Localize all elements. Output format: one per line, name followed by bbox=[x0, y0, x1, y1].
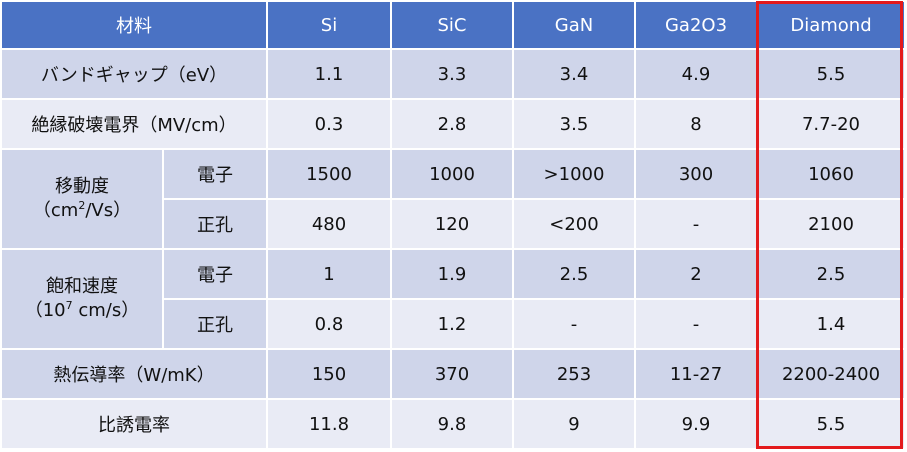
cell: 2200-2400 bbox=[756, 348, 906, 400]
row-saturation-electron: 飽和速度 （107 cm/s） 電子 1 1.9 2.5 2 2.5 bbox=[0, 248, 906, 350]
cell: - bbox=[634, 298, 758, 350]
row-permittivity: 比誘電率 11.8 9.8 9 9.9 5.5 bbox=[0, 398, 906, 450]
cell: 2.5 bbox=[512, 248, 636, 300]
label-bandgap: バンドギャップ（eV） bbox=[0, 48, 268, 100]
cell: 150 bbox=[266, 348, 392, 400]
label-saturation-line1: 飽和速度 bbox=[46, 275, 118, 297]
row-thermal: 熱伝導率（W/mK） 150 370 253 11-27 2200-2400 bbox=[0, 348, 906, 400]
label-saturation-unit-post: cm/s） bbox=[72, 300, 140, 321]
cell: 11-27 bbox=[634, 348, 758, 400]
cell: 7.7-20 bbox=[756, 98, 906, 150]
cell: 1.1 bbox=[266, 48, 392, 100]
cell: 2 bbox=[634, 248, 758, 300]
row-saturation-hole: 正孔 0.8 1.2 - - 1.4 bbox=[1, 298, 906, 350]
cell: 3.3 bbox=[390, 48, 514, 100]
cell: 1.2 bbox=[390, 298, 514, 350]
row-bandgap: バンドギャップ（eV） 1.1 3.3 3.4 4.9 5.5 bbox=[0, 48, 906, 100]
header-gan: GaN bbox=[512, 0, 636, 50]
cell: 2.5 bbox=[756, 248, 906, 300]
cell: >1000 bbox=[512, 148, 636, 200]
row-mobility-hole: 正孔 480 120 <200 - 2100 bbox=[1, 198, 906, 250]
label-saturation: 飽和速度 （107 cm/s） bbox=[0, 248, 164, 350]
label-breakdown: 絶縁破壊電界（MV/cm） bbox=[0, 98, 268, 150]
cell: 3.5 bbox=[512, 98, 636, 150]
label-mobility-unit-post: /Vs） bbox=[85, 200, 132, 221]
cell: 5.5 bbox=[756, 48, 906, 100]
cell: 120 bbox=[390, 198, 514, 250]
header-ga2o3: Ga2O3 bbox=[634, 0, 758, 50]
cell: 8 bbox=[634, 98, 758, 150]
cell: 0.8 bbox=[266, 298, 392, 350]
cell: 1000 bbox=[390, 148, 514, 200]
cell: 9.8 bbox=[390, 398, 514, 450]
label-thermal: 熱伝導率（W/mK） bbox=[0, 348, 268, 400]
cell: 1.4 bbox=[756, 298, 906, 350]
label-mobility: 移動度 （cm2/Vs） bbox=[0, 148, 164, 250]
cell: 1 bbox=[266, 248, 392, 300]
header-si: Si bbox=[266, 0, 392, 50]
label-saturation-unit-pre: （10 bbox=[24, 300, 66, 321]
cell: 2100 bbox=[756, 198, 906, 250]
label-permittivity: 比誘電率 bbox=[0, 398, 268, 450]
sub-label-hole: 正孔 bbox=[162, 298, 268, 350]
cell: 11.8 bbox=[266, 398, 392, 450]
cell: - bbox=[634, 198, 758, 250]
cell: 9 bbox=[512, 398, 636, 450]
cell: 370 bbox=[390, 348, 514, 400]
header-sic: SiC bbox=[390, 0, 514, 50]
cell: - bbox=[512, 298, 636, 350]
sub-label-electron: 電子 bbox=[162, 248, 268, 300]
cell: 2.8 bbox=[390, 98, 514, 150]
label-mobility-unit-sup: 2 bbox=[78, 199, 86, 212]
cell: 1.9 bbox=[390, 248, 514, 300]
header-diamond: Diamond bbox=[756, 0, 906, 50]
sub-label-hole: 正孔 bbox=[162, 198, 268, 250]
label-mobility-line1: 移動度 bbox=[55, 175, 109, 197]
cell: 9.9 bbox=[634, 398, 758, 450]
sub-label-electron: 電子 bbox=[162, 148, 268, 200]
cell: 253 bbox=[512, 348, 636, 400]
cell: 4.9 bbox=[634, 48, 758, 100]
cell: 300 bbox=[634, 148, 758, 200]
cell: 0.3 bbox=[266, 98, 392, 150]
row-breakdown: 絶縁破壊電界（MV/cm） 0.3 2.8 3.5 8 7.7-20 bbox=[0, 98, 906, 150]
label-mobility-unit-pre: （cm bbox=[32, 200, 79, 221]
cell: 3.4 bbox=[512, 48, 636, 100]
cell: 1060 bbox=[756, 148, 906, 200]
cell: <200 bbox=[512, 198, 636, 250]
label-saturation-unit-sup: 7 bbox=[65, 299, 73, 312]
row-mobility-electron: 移動度 （cm2/Vs） 電子 1500 1000 >1000 300 1060 bbox=[0, 148, 906, 250]
cell: 480 bbox=[266, 198, 392, 250]
header-material: 材料 bbox=[0, 0, 268, 50]
cell: 1500 bbox=[266, 148, 392, 200]
cell: 5.5 bbox=[756, 398, 906, 450]
header-row: 材料 Si SiC GaN Ga2O3 Diamond bbox=[0, 0, 906, 50]
